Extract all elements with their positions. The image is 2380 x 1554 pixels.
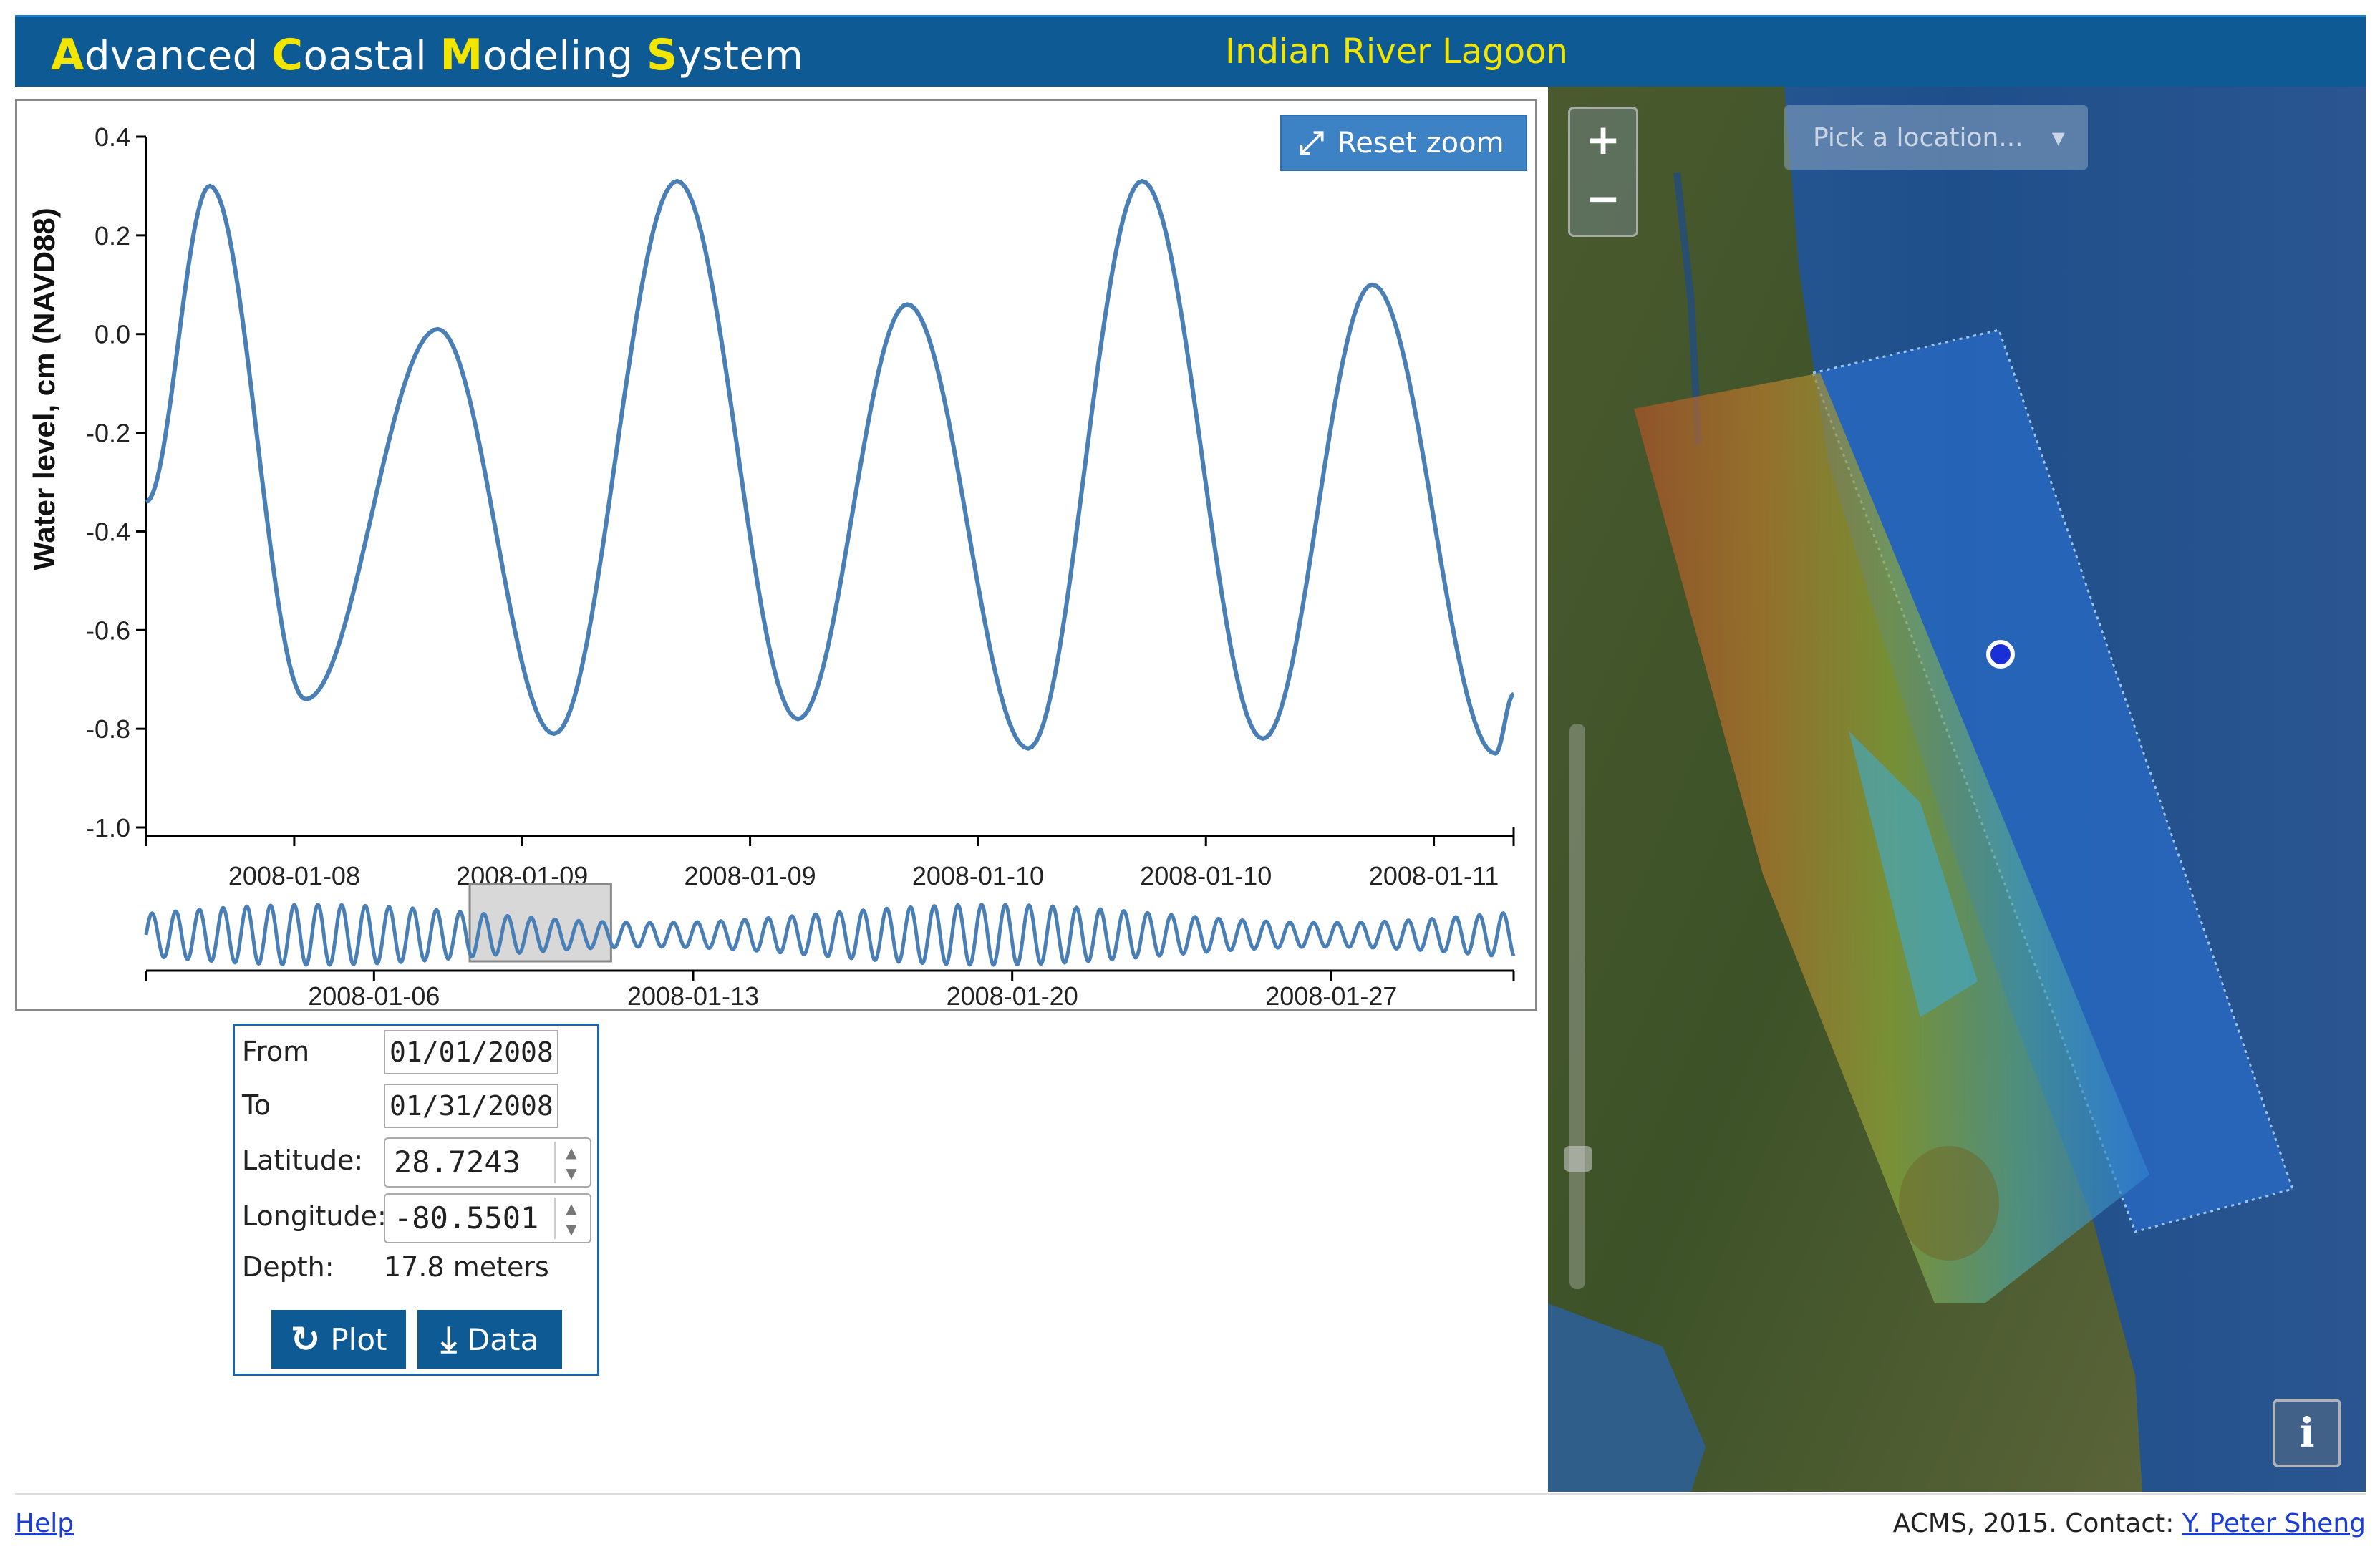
y-axis-label: Water level, cm (NAVD88) bbox=[27, 208, 61, 570]
lake bbox=[1899, 1146, 1999, 1261]
title-part-3: odeling bbox=[483, 33, 647, 79]
zoom-in-button[interactable]: + bbox=[1585, 115, 1621, 164]
depth-value: 17.8 meters bbox=[384, 1251, 549, 1283]
latitude-spin-arrows[interactable]: ▲ ▼ bbox=[554, 1142, 587, 1183]
title-cap-m: M bbox=[440, 30, 483, 80]
y-tick-label: -0.6 bbox=[86, 616, 130, 645]
depth-label: Depth: bbox=[242, 1251, 334, 1283]
longitude-value: -80.5501 bbox=[394, 1200, 539, 1235]
x-tick-label: 2008-01-10 bbox=[1140, 861, 1272, 890]
selected-location-marker[interactable] bbox=[1986, 640, 2015, 669]
y-tick-label: -0.8 bbox=[86, 714, 130, 744]
footer-divider bbox=[15, 1493, 2366, 1495]
river bbox=[1673, 172, 1702, 445]
x-tick-label: 2008-01-08 bbox=[228, 861, 360, 890]
data-download-button[interactable]: ⤓ Data bbox=[417, 1310, 562, 1369]
spin-down-icon[interactable]: ▼ bbox=[566, 1220, 577, 1238]
longitude-stepper[interactable]: -80.5501 ▲ ▼ bbox=[384, 1193, 591, 1243]
help-link[interactable]: Help bbox=[15, 1509, 74, 1538]
longitude-label: Longitude: bbox=[242, 1200, 387, 1232]
x-tick-label: 2008-01-10 bbox=[912, 861, 1044, 890]
y-tick-label: 0.2 bbox=[95, 221, 130, 251]
query-form: From To Latitude: 28.7243 ▲ ▼ Longitude:… bbox=[233, 1024, 599, 1376]
reset-zoom-label: Reset zoom bbox=[1337, 126, 1504, 160]
caret-down-icon: ▾ bbox=[2051, 122, 2065, 152]
x-tick-label: 2008-01-09 bbox=[685, 861, 816, 890]
to-date-input[interactable] bbox=[384, 1084, 558, 1128]
map-canvas[interactable] bbox=[1548, 87, 2366, 1492]
refresh-icon: ↻ bbox=[290, 1319, 321, 1360]
info-button[interactable]: i bbox=[2273, 1399, 2341, 1467]
title-cap-s: S bbox=[646, 30, 678, 80]
region-title: Indian River Lagoon bbox=[1225, 31, 1568, 72]
title-cap-c: C bbox=[271, 30, 304, 80]
zoom-slider-track[interactable] bbox=[1569, 724, 1585, 1289]
water-level-chart: 0.4 0.2 0.0 -0.2 -0.4 -0.6 -0.8 -1.0 Water level… bbox=[27, 122, 1516, 1009]
from-label: From bbox=[242, 1036, 310, 1067]
title-cap-a: A bbox=[51, 30, 84, 80]
credit-text: ACMS, 2015. Contact: bbox=[1892, 1509, 2182, 1538]
spin-up-icon[interactable]: ▲ bbox=[566, 1199, 577, 1217]
latitude-value: 28.7243 bbox=[394, 1145, 521, 1180]
x-tick-label: 2008-01-11 bbox=[1369, 861, 1499, 890]
main-plot[interactable]: 0.4 0.2 0.0 -0.2 -0.4 -0.6 -0.8 -1.0 Water level… bbox=[27, 122, 1515, 890]
contact-link[interactable]: Y. Peter Sheng bbox=[2182, 1509, 2366, 1538]
y-tick-label: -0.2 bbox=[86, 419, 130, 448]
title-part-2: oastal bbox=[303, 33, 440, 79]
map-view[interactable]: + − Pick a location... ▾ i bbox=[1548, 87, 2366, 1492]
pick-location-placeholder: Pick a location... bbox=[1813, 122, 2023, 152]
lagoon-shallow bbox=[1849, 731, 1978, 1017]
pick-location-dropdown[interactable]: Pick a location... ▾ bbox=[1784, 105, 2088, 170]
y-tick-label: 0.0 bbox=[95, 320, 130, 349]
navigator-tick-label: 2008-01-20 bbox=[947, 981, 1078, 1009]
expand-arrows-icon: ⤢ bbox=[1299, 125, 1325, 161]
data-label: Data bbox=[466, 1321, 539, 1357]
navigator-plot[interactable]: 2008-01-06 2008-01-13 2008-01-20 2008-01-27 bbox=[144, 883, 1516, 1009]
y-tick-label: -0.4 bbox=[86, 517, 130, 546]
from-date-input[interactable] bbox=[384, 1030, 558, 1074]
download-icon: ⤓ bbox=[440, 1318, 457, 1360]
y-tick-label: 0.4 bbox=[95, 122, 130, 152]
plot-button[interactable]: ↻ Plot bbox=[271, 1310, 406, 1369]
water-level-series-line bbox=[145, 178, 1515, 756]
latitude-stepper[interactable]: 28.7243 ▲ ▼ bbox=[384, 1137, 591, 1188]
zoom-control: + − bbox=[1568, 107, 1638, 237]
y-tick-label: -1.0 bbox=[86, 813, 130, 842]
navigator-tick-label: 2008-01-27 bbox=[1265, 981, 1397, 1009]
chart-panel: 0.4 0.2 0.0 -0.2 -0.4 -0.6 -0.8 -1.0 Water level… bbox=[15, 99, 1537, 1011]
spin-up-icon[interactable]: ▲ bbox=[566, 1143, 577, 1161]
spin-down-icon[interactable]: ▼ bbox=[566, 1164, 577, 1182]
longitude-spin-arrows[interactable]: ▲ ▼ bbox=[554, 1198, 587, 1239]
to-label: To bbox=[242, 1089, 271, 1121]
navigator-series-line bbox=[144, 903, 1516, 967]
zoom-slider-handle[interactable] bbox=[1564, 1146, 1592, 1172]
app-header: Advanced Coastal Modeling System Indian … bbox=[15, 15, 2366, 87]
title-part-4: ystem bbox=[677, 33, 804, 79]
navigator-tick-label: 2008-01-13 bbox=[627, 981, 759, 1009]
plot-label: Plot bbox=[330, 1321, 387, 1357]
latitude-label: Latitude: bbox=[242, 1145, 364, 1176]
zoom-out-button[interactable]: − bbox=[1585, 174, 1621, 223]
bay-water bbox=[1548, 1303, 1706, 1492]
model-grid-outer bbox=[1813, 330, 2293, 1232]
reset-zoom-button[interactable]: ⤢ Reset zoom bbox=[1280, 115, 1527, 171]
footer-credit: ACMS, 2015. Contact: Y. Peter Sheng bbox=[1893, 1509, 2366, 1538]
navigator-tick-label: 2008-01-06 bbox=[308, 981, 440, 1009]
app-title: Advanced Coastal Modeling System bbox=[51, 30, 803, 80]
title-part-1: dvanced bbox=[84, 33, 272, 79]
